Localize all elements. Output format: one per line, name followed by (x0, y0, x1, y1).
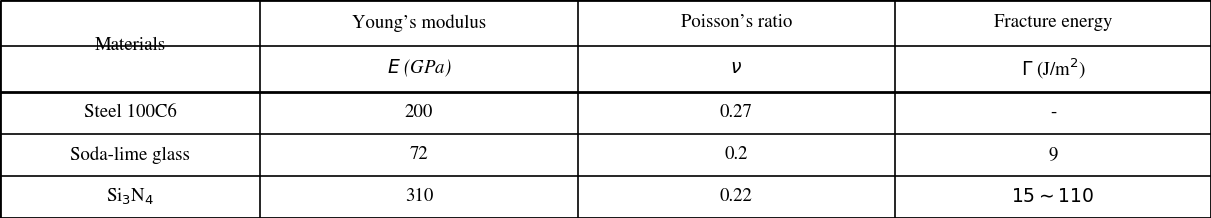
Text: Soda-lime glass: Soda-lime glass (70, 146, 190, 164)
Text: Fracture energy: Fracture energy (994, 14, 1112, 31)
Text: Materials: Materials (94, 37, 166, 54)
Text: $\Gamma$ (J/m$^2$): $\Gamma$ (J/m$^2$) (1021, 56, 1085, 81)
Text: Si$_3$N$_4$: Si$_3$N$_4$ (107, 187, 154, 207)
Text: 0.2: 0.2 (724, 146, 748, 163)
Text: 0.27: 0.27 (719, 104, 753, 121)
Text: Young’s modulus: Young’s modulus (352, 14, 486, 32)
Text: Poisson’s ratio: Poisson’s ratio (681, 14, 792, 31)
Text: 200: 200 (404, 104, 434, 121)
Text: Steel 100C6: Steel 100C6 (84, 104, 177, 121)
Text: 310: 310 (404, 188, 434, 206)
Text: 9: 9 (1049, 146, 1057, 163)
Text: 0.22: 0.22 (719, 188, 753, 206)
Text: $15 \sim 110$: $15 \sim 110$ (1011, 188, 1095, 206)
Text: 72: 72 (409, 146, 429, 163)
Text: $E$ (GPa): $E$ (GPa) (386, 58, 452, 79)
Text: -: - (1050, 104, 1056, 121)
Text: $\nu$: $\nu$ (730, 60, 742, 77)
